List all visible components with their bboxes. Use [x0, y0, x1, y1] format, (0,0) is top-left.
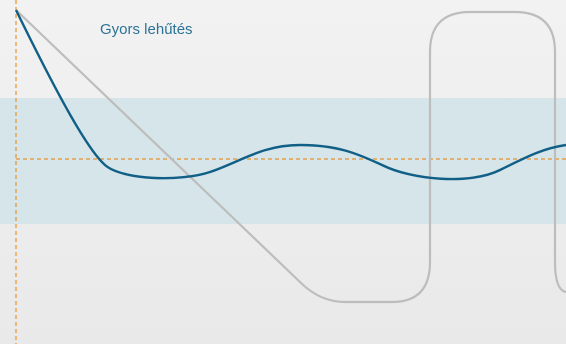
curve-label: Gyors lehűtés: [100, 21, 193, 38]
cooling-curve: [14, 9, 566, 181]
reference-curve: [15, 9, 566, 304]
target-band: [0, 98, 566, 224]
